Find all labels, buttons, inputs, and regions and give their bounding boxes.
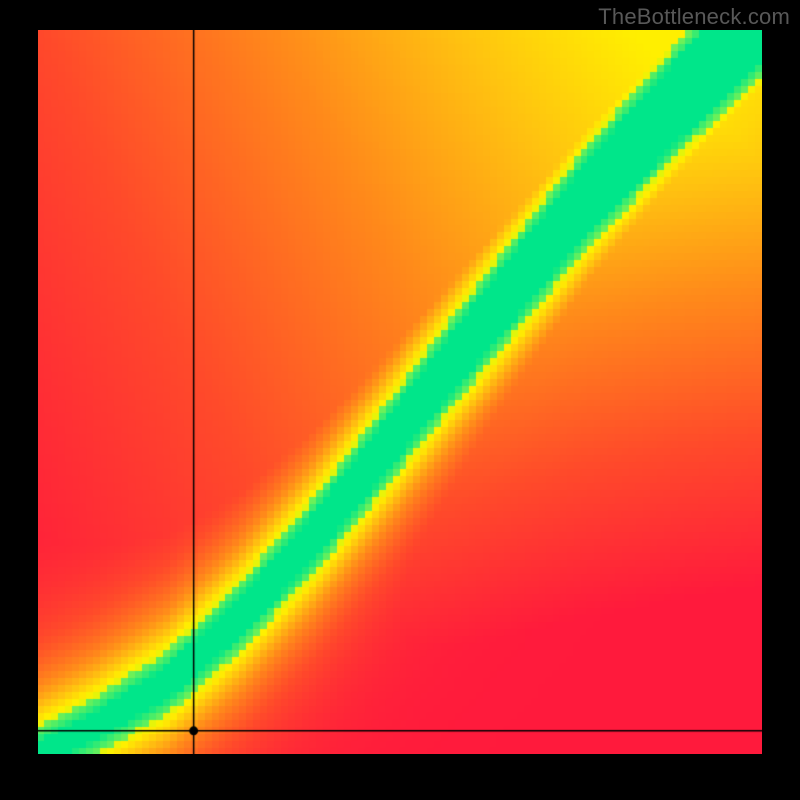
watermark-text: TheBottleneck.com [598,4,790,30]
heatmap-canvas [38,30,762,754]
figure-container: TheBottleneck.com [0,0,800,800]
heatmap-plot [38,30,762,754]
